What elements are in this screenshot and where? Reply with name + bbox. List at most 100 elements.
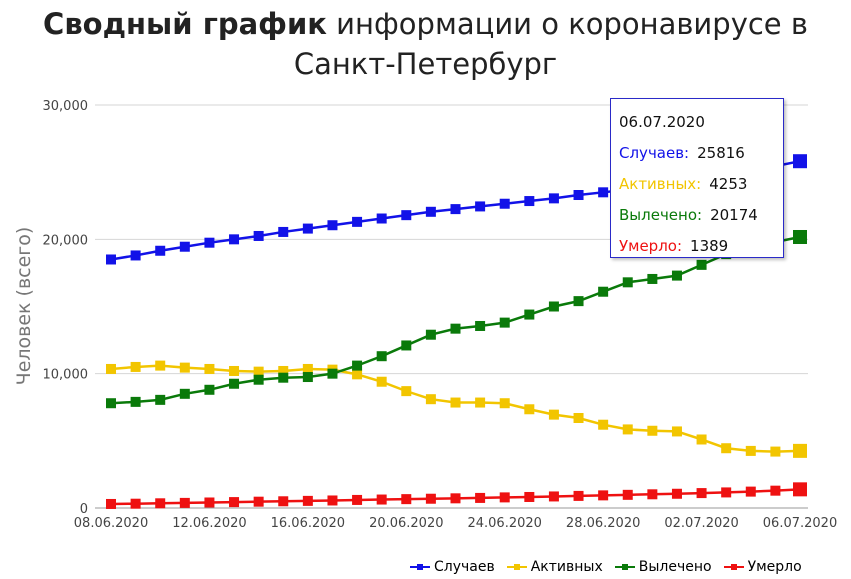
data-point[interactable]	[475, 201, 486, 212]
data-point[interactable]	[278, 226, 289, 237]
data-point[interactable]	[302, 372, 313, 383]
data-point[interactable]	[278, 365, 289, 376]
data-point[interactable]	[622, 277, 633, 288]
data-point[interactable]	[499, 398, 510, 409]
data-point[interactable]	[524, 491, 535, 502]
data-point[interactable]	[204, 237, 215, 248]
data-point[interactable]	[401, 210, 412, 221]
data-point[interactable]	[793, 443, 807, 458]
data-point[interactable]	[499, 317, 510, 328]
data-point[interactable]	[450, 397, 461, 408]
data-point[interactable]	[499, 198, 510, 209]
data-point[interactable]	[696, 259, 707, 270]
data-point[interactable]	[106, 398, 116, 409]
data-point[interactable]	[573, 412, 584, 423]
data-point[interactable]	[696, 488, 707, 499]
data-point[interactable]	[573, 190, 584, 201]
data-point[interactable]	[327, 495, 338, 506]
data-point[interactable]	[524, 404, 535, 415]
data-point[interactable]	[524, 309, 535, 320]
data-point[interactable]	[106, 363, 116, 374]
data-point[interactable]	[793, 154, 807, 169]
data-point[interactable]	[475, 320, 486, 331]
data-point[interactable]	[302, 223, 313, 234]
data-point[interactable]	[204, 497, 215, 508]
legend-item-active[interactable]: Активных	[506, 559, 603, 575]
data-point[interactable]	[155, 245, 166, 256]
data-point[interactable]	[647, 273, 658, 284]
data-point[interactable]	[671, 426, 682, 437]
data-point[interactable]	[793, 229, 807, 244]
data-point[interactable]	[450, 323, 461, 334]
data-point[interactable]	[352, 216, 363, 227]
data-point[interactable]	[401, 340, 412, 351]
data-point[interactable]	[721, 487, 732, 498]
data-point[interactable]	[229, 497, 240, 508]
data-point[interactable]	[573, 490, 584, 501]
data-point[interactable]	[548, 491, 559, 502]
data-point[interactable]	[793, 482, 807, 497]
data-point[interactable]	[376, 213, 387, 224]
data-point[interactable]	[253, 374, 264, 385]
data-point[interactable]	[302, 495, 313, 506]
data-point[interactable]	[647, 425, 658, 436]
data-point[interactable]	[229, 365, 240, 376]
data-point[interactable]	[130, 250, 141, 261]
data-point[interactable]	[401, 494, 412, 505]
data-point[interactable]	[155, 360, 166, 371]
data-point[interactable]	[179, 241, 190, 252]
data-point[interactable]	[622, 424, 633, 435]
data-point[interactable]	[598, 187, 609, 198]
data-point[interactable]	[548, 409, 559, 420]
data-point[interactable]	[425, 329, 436, 340]
data-point[interactable]	[352, 494, 363, 505]
data-point[interactable]	[425, 394, 436, 405]
data-point[interactable]	[598, 286, 609, 297]
data-point[interactable]	[179, 497, 190, 508]
legend-item-deaths[interactable]: Умерло	[723, 559, 802, 575]
data-point[interactable]	[179, 362, 190, 373]
data-point[interactable]	[106, 498, 116, 509]
data-point[interactable]	[376, 494, 387, 505]
data-point[interactable]	[106, 254, 116, 265]
data-point[interactable]	[745, 486, 756, 497]
data-point[interactable]	[130, 396, 141, 407]
legend-item-recovered[interactable]: Вылечено	[614, 559, 712, 575]
data-point[interactable]	[253, 496, 264, 507]
data-point[interactable]	[155, 498, 166, 509]
data-point[interactable]	[770, 485, 781, 496]
data-point[interactable]	[253, 230, 264, 241]
data-point[interactable]	[229, 234, 240, 245]
data-point[interactable]	[204, 384, 215, 395]
data-point[interactable]	[647, 489, 658, 500]
data-point[interactable]	[450, 204, 461, 215]
data-point[interactable]	[204, 363, 215, 374]
data-point[interactable]	[524, 196, 535, 207]
data-point[interactable]	[573, 296, 584, 307]
data-point[interactable]	[425, 493, 436, 504]
data-point[interactable]	[327, 220, 338, 231]
data-point[interactable]	[327, 368, 338, 379]
data-point[interactable]	[598, 419, 609, 430]
data-point[interactable]	[671, 270, 682, 281]
data-point[interactable]	[745, 445, 756, 456]
data-point[interactable]	[155, 394, 166, 405]
data-point[interactable]	[352, 369, 363, 380]
data-point[interactable]	[475, 397, 486, 408]
data-point[interactable]	[229, 378, 240, 389]
data-point[interactable]	[548, 301, 559, 312]
data-point[interactable]	[770, 446, 781, 457]
data-point[interactable]	[130, 361, 141, 372]
data-point[interactable]	[278, 496, 289, 507]
data-point[interactable]	[450, 493, 461, 504]
data-point[interactable]	[179, 388, 190, 399]
data-point[interactable]	[499, 492, 510, 503]
data-point[interactable]	[253, 366, 264, 377]
data-point[interactable]	[376, 376, 387, 387]
data-point[interactable]	[425, 206, 436, 217]
legend-item-cases[interactable]: Случаев	[410, 559, 495, 575]
data-point[interactable]	[671, 488, 682, 499]
data-point[interactable]	[376, 351, 387, 362]
data-point[interactable]	[130, 498, 141, 509]
data-point[interactable]	[696, 434, 707, 445]
